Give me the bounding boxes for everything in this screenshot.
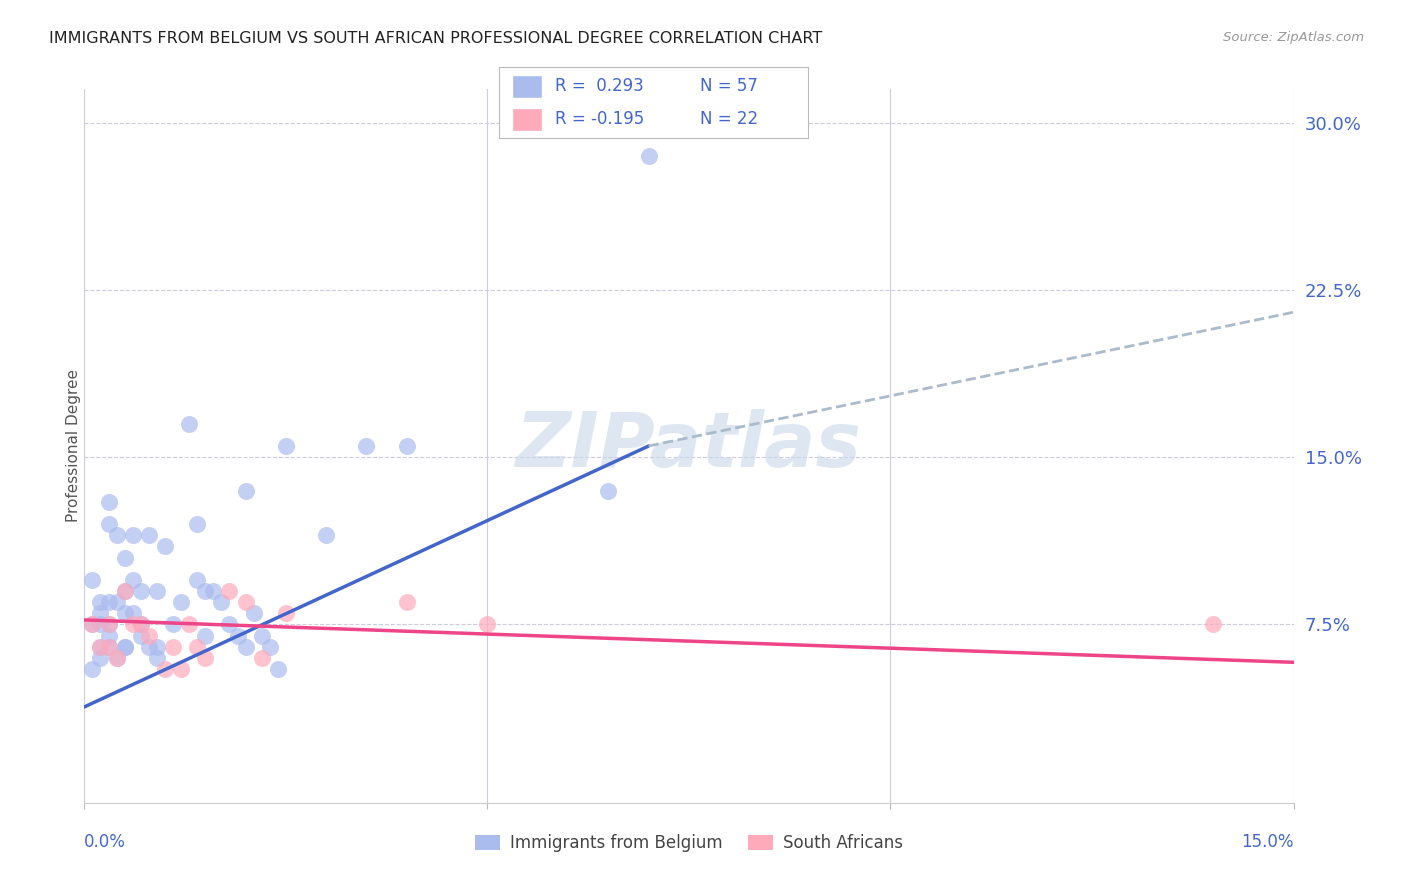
Point <box>97 640 120 654</box>
Point <box>1202 617 1225 632</box>
Legend: Immigrants from Belgium, South Africans: Immigrants from Belgium, South Africans <box>468 828 910 859</box>
Point <box>121 607 143 621</box>
Point <box>194 628 217 642</box>
Point <box>89 640 111 654</box>
Point <box>82 617 104 632</box>
Point <box>114 550 136 565</box>
Point <box>395 595 418 609</box>
Point <box>179 417 201 431</box>
Point <box>82 662 104 676</box>
Point <box>89 651 111 665</box>
Text: Source: ZipAtlas.com: Source: ZipAtlas.com <box>1223 31 1364 45</box>
Text: ZIPatlas: ZIPatlas <box>516 409 862 483</box>
Point <box>162 617 184 632</box>
Point <box>114 583 136 598</box>
Point <box>105 651 128 665</box>
Text: R =  0.293: R = 0.293 <box>555 78 644 95</box>
Text: 15.0%: 15.0% <box>1241 833 1294 851</box>
Point <box>114 640 136 654</box>
Point <box>146 651 169 665</box>
Point <box>162 640 184 654</box>
Text: R = -0.195: R = -0.195 <box>555 110 644 128</box>
Point <box>105 595 128 609</box>
Point <box>138 628 160 642</box>
Point <box>129 583 152 598</box>
Point <box>194 651 217 665</box>
Point <box>105 651 128 665</box>
Point <box>146 640 169 654</box>
Point <box>129 617 152 632</box>
Point <box>186 517 208 532</box>
Point <box>146 583 169 598</box>
Point <box>235 640 257 654</box>
Point <box>138 528 160 542</box>
Point <box>97 595 120 609</box>
Point <box>82 617 104 632</box>
Point <box>598 483 620 498</box>
Point <box>138 640 160 654</box>
Point <box>218 617 240 632</box>
Point <box>129 628 152 642</box>
Point <box>89 595 111 609</box>
Point <box>395 439 418 453</box>
Point <box>89 607 111 621</box>
Point <box>235 483 257 498</box>
Point <box>121 528 143 542</box>
Point <box>186 573 208 587</box>
Point <box>250 651 273 665</box>
Point <box>226 628 249 642</box>
Point <box>97 517 120 532</box>
Point <box>250 628 273 642</box>
Point <box>179 617 201 632</box>
Bar <box>512 108 543 131</box>
Point <box>259 640 281 654</box>
Point <box>637 149 659 163</box>
Point <box>105 528 128 542</box>
Point <box>242 607 264 621</box>
Point <box>153 662 176 676</box>
Point <box>121 573 143 587</box>
Point <box>82 573 104 587</box>
Point <box>114 607 136 621</box>
Point <box>97 617 120 632</box>
Point <box>170 595 193 609</box>
Point <box>129 617 152 632</box>
Point <box>194 583 217 598</box>
Text: N = 22: N = 22 <box>700 110 758 128</box>
Point <box>170 662 193 676</box>
Point <box>235 595 257 609</box>
Point <box>356 439 378 453</box>
Text: 0.0%: 0.0% <box>84 833 127 851</box>
Text: N = 57: N = 57 <box>700 78 758 95</box>
Point <box>209 595 232 609</box>
Point <box>153 539 176 553</box>
Point <box>218 583 240 598</box>
Point <box>97 494 120 508</box>
Point <box>315 528 337 542</box>
Point <box>202 583 225 598</box>
Point <box>114 640 136 654</box>
Point <box>121 617 143 632</box>
Point <box>97 640 120 654</box>
Point <box>477 617 499 632</box>
Point <box>274 439 297 453</box>
Point <box>89 617 111 632</box>
Point <box>186 640 208 654</box>
Point <box>89 640 111 654</box>
Point <box>97 617 120 632</box>
Point <box>97 628 120 642</box>
Point <box>274 607 297 621</box>
Point <box>267 662 290 676</box>
Y-axis label: Professional Degree: Professional Degree <box>66 369 80 523</box>
Text: IMMIGRANTS FROM BELGIUM VS SOUTH AFRICAN PROFESSIONAL DEGREE CORRELATION CHART: IMMIGRANTS FROM BELGIUM VS SOUTH AFRICAN… <box>49 31 823 46</box>
Bar <box>512 75 543 97</box>
Point <box>114 583 136 598</box>
